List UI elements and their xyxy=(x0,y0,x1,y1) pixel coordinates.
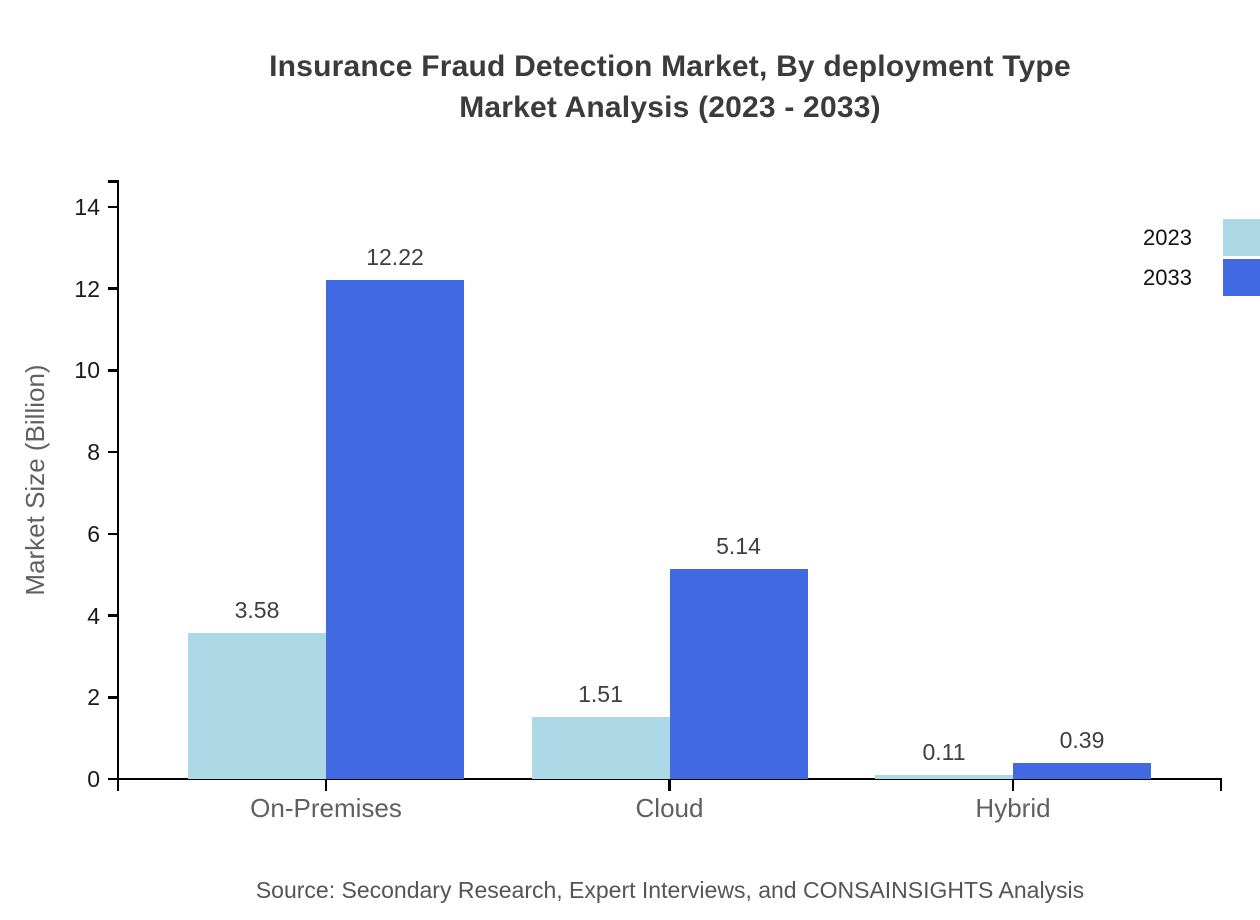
y-tick-label: 6 xyxy=(87,520,100,547)
bar-value-label: 0.11 xyxy=(922,738,966,765)
y-tick-label: 8 xyxy=(87,439,100,466)
bar-value-label: 5.14 xyxy=(716,532,761,559)
y-tick xyxy=(108,450,118,454)
category-label-on-premises: On-Premises xyxy=(250,793,402,823)
y-tick-label: 2 xyxy=(87,684,100,711)
bar-value-label: 1.51 xyxy=(578,681,623,708)
y-axis-top-cap xyxy=(108,180,118,183)
x-tick xyxy=(668,779,671,791)
chart-title: Insurance Fraud Detection Market, By dep… xyxy=(118,46,1222,128)
y-tick-label: 0 xyxy=(87,766,100,792)
legend-label-2033: 2033 xyxy=(1143,265,1192,290)
x-tick xyxy=(1011,779,1015,791)
y-tick xyxy=(108,696,118,699)
y-tick xyxy=(108,369,118,372)
category-label-hybrid: Hybrid xyxy=(975,793,1051,823)
y-tick xyxy=(108,205,118,209)
source-note: Source: Secondary Research, Expert Inter… xyxy=(255,877,1085,903)
x-tick xyxy=(324,779,328,791)
legend-swatch-2023 xyxy=(1223,219,1260,256)
bar-2033-cloud xyxy=(669,568,808,779)
y-tick xyxy=(108,532,118,536)
bar-2033-on-premises xyxy=(326,279,464,779)
y-tick-label: 4 xyxy=(87,602,100,629)
bar-value-label: 0.39 xyxy=(1059,727,1105,754)
chart-title-line1: Insurance Fraud Detection Market, By dep… xyxy=(269,50,1071,83)
chart-title-line2: Market Analysis (2023 - 2033) xyxy=(459,91,881,124)
y-tick xyxy=(108,777,118,781)
y-tick xyxy=(108,287,118,290)
category-label-cloud: Cloud xyxy=(635,793,704,823)
bar-2023-cloud xyxy=(531,717,670,779)
y-tick xyxy=(108,614,118,617)
bar-value-label: 12.22 xyxy=(366,243,424,270)
y-axis-line xyxy=(116,180,120,791)
legend-swatch-2033 xyxy=(1223,259,1260,296)
y-tick-label: 12 xyxy=(74,275,100,302)
y-tick-label: 14 xyxy=(74,194,100,220)
bar-2033-hybrid xyxy=(1013,763,1151,779)
x-axis-right-cap xyxy=(1219,779,1223,791)
y-tick-label: 10 xyxy=(74,357,100,384)
legend-label-2023: 2023 xyxy=(1143,225,1192,250)
bar-value-label: 3.58 xyxy=(234,596,280,623)
bar-2023-hybrid xyxy=(875,774,1013,779)
bar-2023-on-premises xyxy=(188,632,326,779)
